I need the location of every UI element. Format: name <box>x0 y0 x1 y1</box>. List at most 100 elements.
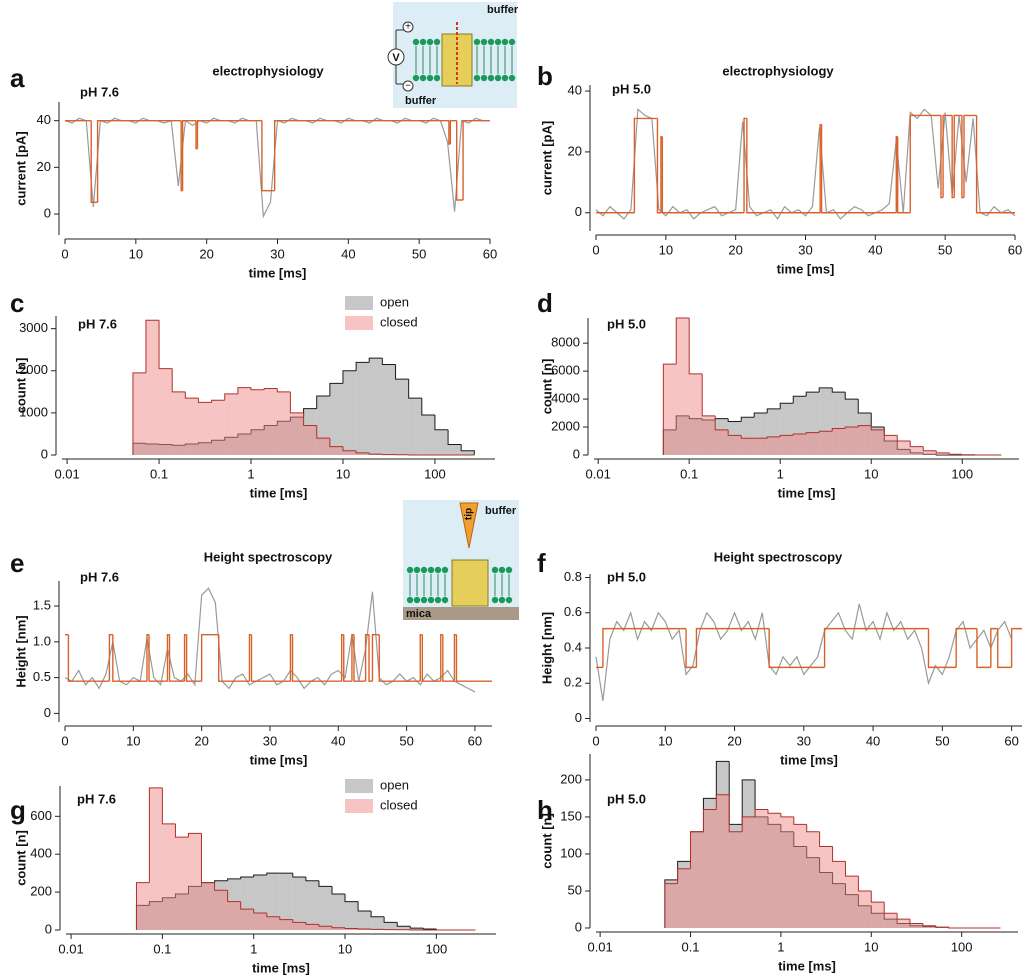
lipid-head <box>413 566 421 574</box>
step-segment <box>961 115 965 199</box>
histogram-bar <box>251 389 265 455</box>
histogram-outline <box>135 882 150 930</box>
step-segment <box>768 628 825 669</box>
x-tick-label: 50 <box>938 242 952 257</box>
histogram-bar <box>172 391 186 455</box>
histogram-bar <box>754 438 768 455</box>
histogram-bar <box>728 435 742 455</box>
histogram-bar <box>224 393 238 455</box>
x-axis-title: time [ms] <box>778 958 836 973</box>
histogram-outline <box>728 761 743 825</box>
histogram-bar <box>780 816 794 928</box>
histogram-bar <box>663 364 677 455</box>
lipid-head <box>480 74 488 82</box>
histogram-bar <box>305 924 319 930</box>
histogram-outline <box>883 902 898 914</box>
trace <box>595 108 1016 220</box>
histogram-bar <box>845 876 859 928</box>
y-axis-title: count [n] <box>13 358 28 414</box>
step-segment <box>953 114 962 198</box>
histogram-bar <box>266 916 280 930</box>
histogram-outline <box>805 391 820 397</box>
histogram-bar <box>292 922 306 930</box>
legend-label: closed <box>380 797 418 812</box>
step-segment <box>909 114 941 213</box>
x-tick-label: 50 <box>399 733 413 748</box>
histogram-outline <box>819 831 833 848</box>
step-segment <box>963 114 977 198</box>
electrode <box>402 80 414 92</box>
histogram-bar <box>909 923 923 928</box>
y-tick-label: 150 <box>560 808 582 823</box>
x-tick-label: 0.01 <box>54 466 79 481</box>
y-axis-title: count [n] <box>13 830 28 886</box>
y-tick-label: 0 <box>575 919 582 934</box>
histogram-bar <box>741 438 755 455</box>
histogram-outline <box>174 823 189 838</box>
y-tick-label: 0 <box>44 205 51 220</box>
x-axis-title: time [ms] <box>780 752 838 767</box>
histogram-bar <box>434 429 449 455</box>
step-segment <box>685 628 697 669</box>
x-axis-title: time [ms] <box>778 485 836 500</box>
histogram-bar <box>676 318 690 455</box>
x-tick-label: 30 <box>798 242 812 257</box>
histogram-outline <box>831 387 846 393</box>
histogram-bar <box>421 414 435 455</box>
histogram-outline <box>276 388 291 393</box>
histogram-bar <box>806 831 820 928</box>
protein-pore <box>451 559 489 607</box>
y-tick-label: 6000 <box>551 363 580 378</box>
step-segment <box>633 117 658 213</box>
histogram-outline <box>421 398 435 416</box>
inset-afm: tip buffer mica <box>403 500 519 620</box>
histogram-outline <box>870 413 885 428</box>
step-segment <box>90 120 98 204</box>
histogram-bar <box>342 450 357 455</box>
histogram-outline <box>227 890 241 903</box>
lipid-head <box>508 38 516 46</box>
y-tick-label: 400 <box>30 846 52 861</box>
x-tick-label: 60 <box>483 246 497 261</box>
y-axis-title: Height [nm] <box>13 615 28 687</box>
y-tick-label: 3000 <box>19 320 48 335</box>
histogram-bar <box>897 919 910 928</box>
y-tick-label: 1.0 <box>33 633 51 648</box>
x-tick-label: 0 <box>592 242 599 257</box>
lipid-head <box>419 74 427 82</box>
histogram-outline <box>214 882 228 891</box>
step-segment <box>449 119 457 144</box>
lipid-head <box>473 74 481 82</box>
histogram-outline <box>727 429 742 436</box>
lipid-head <box>412 74 420 82</box>
panel-letter: a <box>10 63 25 93</box>
histogram-bar <box>910 446 924 455</box>
step-segment <box>181 119 197 191</box>
x-tick-label: 0 <box>592 733 599 748</box>
histogram-outline <box>675 317 690 365</box>
histogram-outline <box>240 901 254 910</box>
histogram-outline <box>792 395 807 404</box>
histogram-outline <box>305 876 319 882</box>
histogram-outline <box>253 874 267 877</box>
histogram-outline <box>715 760 730 799</box>
x-tick-label: 30 <box>263 733 277 748</box>
lipid-head <box>498 596 506 604</box>
step-segment <box>195 120 198 150</box>
step-segment <box>353 634 366 682</box>
histogram-outline <box>331 886 346 895</box>
legend-swatch <box>345 316 373 330</box>
histogram-bar <box>858 890 872 928</box>
step-segment <box>218 634 250 682</box>
step-segment <box>340 633 344 682</box>
histogram-bar <box>329 446 343 455</box>
step-segment <box>661 136 745 214</box>
lipid-head <box>501 74 509 82</box>
histogram-bar <box>755 809 769 928</box>
histogram-outline <box>780 813 794 818</box>
histogram-outline <box>357 928 372 930</box>
histogram-bar <box>742 816 756 928</box>
y-tick-label: 0 <box>45 921 52 936</box>
histogram-outline <box>329 382 343 397</box>
panel-letter: e <box>10 548 24 578</box>
